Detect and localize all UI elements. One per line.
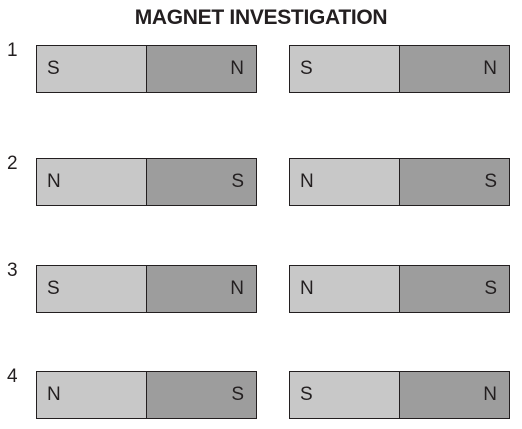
magnet-pair-row-4: 4 N S S N <box>0 366 522 421</box>
magnet-pole-left: N <box>37 372 147 418</box>
magnet-pole-left: N <box>290 266 400 312</box>
magnet-pole-left: S <box>290 372 400 418</box>
row-number: 4 <box>7 366 18 387</box>
magnet-pole-left: S <box>37 266 147 312</box>
magnet-pole-right: N <box>399 46 509 92</box>
bar-magnet-right: S N <box>289 371 510 419</box>
magnet-pole-left: N <box>37 159 147 205</box>
bar-magnet-right: S N <box>289 45 510 93</box>
row-number: 1 <box>7 40 18 61</box>
magnet-pole-left: S <box>290 46 400 92</box>
bar-magnet-left: N S <box>36 371 257 419</box>
bar-magnet-left: S N <box>36 45 257 93</box>
diagram-title: MAGNET INVESTIGATION <box>134 6 388 29</box>
bar-magnet-left: N S <box>36 158 257 206</box>
magnet-pole-left: S <box>37 46 147 92</box>
magnet-pair-row-3: 3 S N N S <box>0 260 522 315</box>
row-number: 2 <box>7 153 18 174</box>
bar-magnet-left: S N <box>36 265 257 313</box>
magnet-pole-right: N <box>146 266 256 312</box>
magnet-pole-right: N <box>146 46 256 92</box>
magnet-pair-row-1: 1 S N S N <box>0 40 522 95</box>
magnet-pole-right: N <box>399 372 509 418</box>
magnet-pole-left: N <box>290 159 400 205</box>
row-number: 3 <box>7 260 18 281</box>
magnet-pole-right: S <box>399 266 509 312</box>
bar-magnet-right: N S <box>289 265 510 313</box>
magnet-pair-row-2: 2 N S N S <box>0 153 522 208</box>
magnet-pole-right: S <box>399 159 509 205</box>
magnet-pole-right: S <box>146 372 256 418</box>
bar-magnet-right: N S <box>289 158 510 206</box>
magnet-pole-right: S <box>146 159 256 205</box>
